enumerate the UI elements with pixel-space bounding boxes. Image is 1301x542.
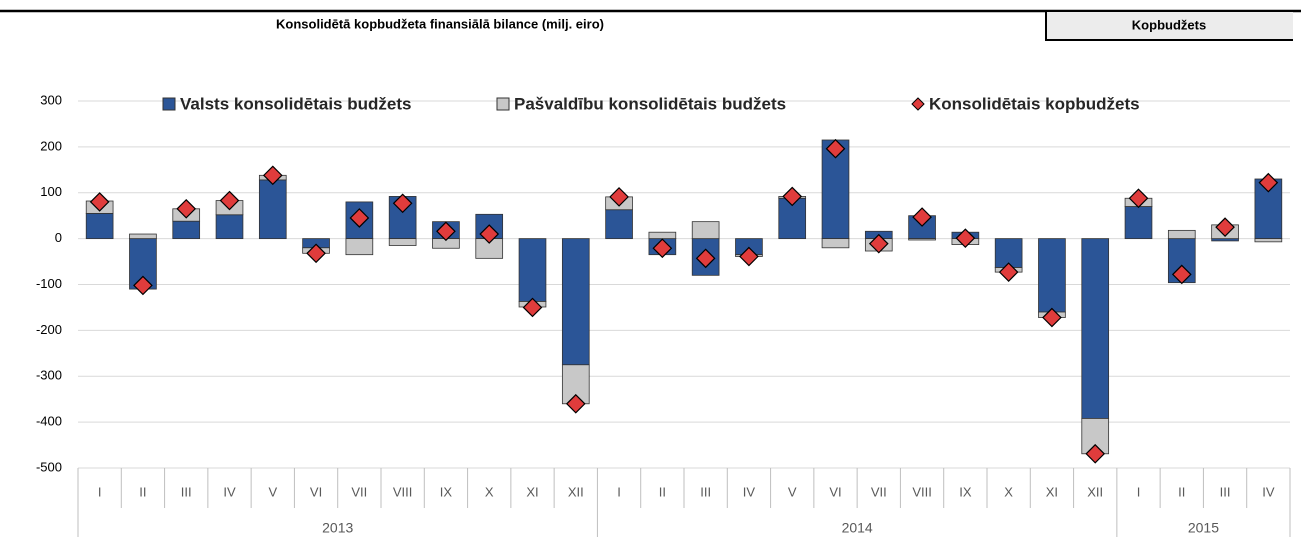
marker [479,224,500,244]
x-tick-label: IV [743,484,756,499]
marker [1042,307,1062,328]
marker [436,221,456,242]
x-tick-label: XII [568,484,584,499]
bar [908,238,936,241]
marker [825,138,846,159]
bar [821,238,850,249]
bar [691,238,720,276]
marker [1258,172,1279,193]
marker [912,207,932,227]
legend-label: Konsolidētais kopbudžets [929,94,1140,113]
bar [258,179,287,240]
marker [1171,264,1192,285]
marker [89,192,110,212]
x-tick-label: IV [223,484,236,499]
marker [739,246,759,267]
group-label: 2013 [322,520,353,536]
x-tick-label: XII [1087,484,1103,499]
marker [349,208,370,228]
x-tick-label: XI [1046,484,1058,499]
marker [1128,188,1149,209]
bar [172,220,201,240]
bar [388,238,417,246]
marker [219,190,240,211]
legend-swatch [911,97,925,111]
tab-box [1045,12,1293,40]
y-tick-label: -200 [36,322,62,337]
bar [1124,206,1153,240]
legend-label: Pašvaldību konsolidētais budžets [514,94,786,113]
x-tick-label: II [139,484,146,499]
marker [262,165,283,186]
y-tick-label: -500 [36,459,62,474]
marker [176,198,197,219]
bar [605,209,633,240]
marker [133,275,153,296]
x-tick-label: VI [310,484,322,499]
marker [1215,217,1235,238]
x-tick-label: I [98,484,102,499]
bar [518,238,547,302]
group-label: 2014 [842,520,873,536]
bar [129,233,157,240]
x-tick-label: III [1220,484,1231,499]
marker [565,393,586,414]
x-tick-label: IV [1262,484,1275,499]
bar [85,212,114,240]
x-tick-label: VII [351,484,367,499]
bar [1038,238,1066,313]
y-tick-label: -100 [36,276,62,291]
x-tick-label: VI [829,484,841,499]
marker [695,248,716,269]
legend-swatch [162,97,176,111]
legend-swatch [496,97,510,111]
bar [1254,238,1283,243]
group-label: 2015 [1188,520,1219,536]
header-title: Konsolidētā kopbudžeta finansiālā bilanc… [276,16,604,31]
x-tick-label: VIII [912,484,932,499]
x-tick-label: XI [526,484,538,499]
bar [215,214,244,240]
marker [392,193,413,214]
legend-label: Valsts konsolidētais budžets [180,94,411,113]
x-tick-label: IX [959,484,972,499]
x-tick-label: X [485,484,494,499]
header-tab: Kopbudžets [1132,17,1206,32]
x-tick-label: I [1137,484,1141,499]
x-tick-label: II [1178,484,1185,499]
x-tick-label: V [268,484,277,499]
x-tick-label: X [1004,484,1013,499]
x-tick-label: I [617,484,621,499]
bar [1081,238,1110,419]
bar [1167,229,1196,240]
x-tick-label: VIII [393,484,413,499]
x-tick-label: IX [440,484,453,499]
y-tick-label: 300 [40,92,62,107]
marker [998,262,1019,282]
marker [955,228,976,249]
marker [782,186,803,207]
y-tick-label: -300 [36,368,62,383]
marker [652,238,673,259]
y-tick-label: 200 [40,138,62,153]
x-tick-label: II [659,484,666,499]
marker [306,243,326,264]
marker [522,297,543,318]
marker [868,233,889,254]
bar [561,238,590,366]
y-tick-label: -400 [36,414,62,429]
marker [1085,443,1106,464]
y-tick-label: 0 [55,230,62,245]
x-tick-label: VII [871,484,887,499]
x-tick-label: III [181,484,192,499]
y-tick-label: 100 [40,184,62,199]
bar [345,238,374,256]
bar [648,231,677,240]
x-tick-label: V [788,484,797,499]
bar [691,221,720,240]
marker [609,187,629,207]
x-tick-label: III [700,484,711,499]
